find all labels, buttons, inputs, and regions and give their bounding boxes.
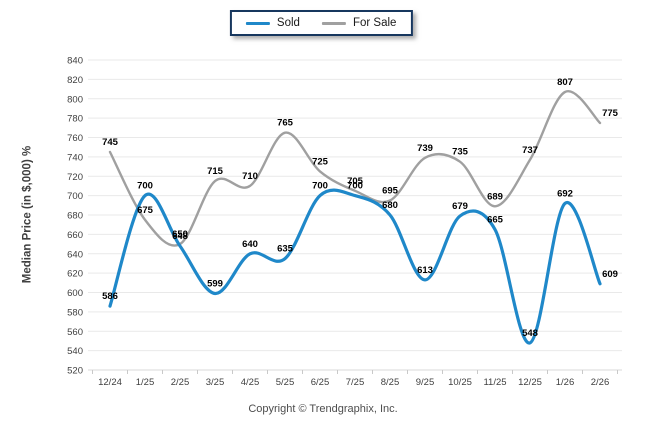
point-label: 705	[347, 176, 364, 187]
point-labels-sold: 586 700 648 599 640 635 700 700 680 613 679 665 548 6…	[102, 181, 618, 339]
x-axis-tick-labels: 12/24 1/25 2/25 3/25 4/25 5/25 6/25 7/25 8/25 9/2…	[98, 377, 609, 388]
x-tick-label: 6/25	[311, 377, 330, 388]
point-label: 700	[347, 181, 363, 192]
point-label: 648	[172, 231, 188, 242]
point-label: 635	[277, 244, 294, 255]
y-tick-label: 540	[67, 346, 83, 357]
x-tick-label: 7/25	[346, 377, 365, 388]
point-label: 680	[382, 200, 398, 211]
point-label: 807	[557, 77, 573, 88]
point-labels-for-sale: 745 675 650 715 710 765 725 705 695 739 735 689 737 8…	[102, 77, 619, 240]
point-label: 735	[452, 147, 469, 158]
legend: Sold For Sale	[229, 10, 413, 36]
x-tick-label: 1/26	[556, 377, 575, 388]
y-tick-label: 700	[67, 191, 83, 202]
point-label: 765	[277, 118, 294, 129]
point-label: 650	[172, 229, 188, 240]
for-sale-line-swatch	[321, 21, 346, 25]
point-label: 640	[242, 239, 258, 250]
point-label: 609	[602, 269, 618, 280]
y-tick-label: 780	[67, 114, 83, 125]
y-axis-tick-labels: 520 540 560 580 600 620 640 660 680 700 720 740 760 7…	[67, 56, 83, 377]
point-label: 775	[602, 108, 619, 119]
y-tick-label: 740	[67, 152, 83, 163]
y-tick-label: 560	[67, 327, 83, 338]
point-label: 613	[417, 265, 433, 276]
series-line-sold	[108, 188, 602, 345]
point-label: 675	[137, 205, 154, 216]
x-tick-label: 5/25	[276, 377, 295, 388]
point-label: 715	[207, 166, 224, 177]
x-tick-label: 2/26	[591, 377, 610, 388]
y-tick-label: 760	[67, 133, 83, 144]
legend-label-for-sale: For Sale	[352, 17, 397, 29]
x-tick-label: 8/25	[381, 377, 400, 388]
y-tick-label: 580	[67, 307, 83, 318]
y-tick-label: 840	[67, 56, 83, 67]
y-tick-label: 640	[67, 249, 83, 260]
series-line-for-sale	[108, 90, 602, 247]
y-tick-label: 680	[67, 211, 83, 222]
y-tick-label: 600	[67, 288, 83, 299]
y-axis-title: Median Price (in $,000) %	[21, 145, 34, 284]
y-tick-label: 720	[67, 172, 83, 183]
x-tick-label: 2/25	[171, 377, 190, 388]
point-label: 725	[312, 156, 329, 167]
sold-line-swatch	[245, 21, 270, 25]
point-label: 679	[452, 201, 468, 212]
legend-item-for-sale[interactable]: For Sale	[321, 17, 397, 29]
point-label: 737	[522, 145, 538, 156]
y-tick-label: 660	[67, 230, 83, 241]
y-tick-label: 800	[67, 94, 83, 105]
point-label: 700	[312, 181, 328, 192]
x-tick-label: 9/25	[416, 377, 435, 388]
point-label: 599	[207, 278, 223, 289]
point-label: 700	[137, 181, 153, 192]
point-label: 695	[382, 185, 399, 196]
x-tick-label: 3/25	[206, 377, 225, 388]
point-label: 745	[102, 137, 119, 148]
y-tick-label: 520	[67, 366, 83, 377]
x-tick-label: 1/25	[136, 377, 155, 388]
x-tick-label: 10/25	[448, 377, 472, 388]
gridlines	[88, 59, 622, 352]
point-label: 586	[102, 291, 118, 302]
x-tick-label: 12/24	[98, 377, 122, 388]
y-tick-label: 820	[67, 75, 83, 86]
x-tick-label: 12/25	[518, 377, 542, 388]
legend-label-sold: Sold	[276, 17, 300, 29]
x-axis-ticks	[92, 370, 618, 374]
x-tick-label: 4/25	[241, 377, 260, 388]
point-label: 692	[557, 188, 573, 199]
point-label: 689	[487, 191, 503, 202]
legend-item-sold[interactable]: Sold	[245, 17, 300, 29]
point-label: 710	[242, 171, 258, 182]
x-tick-label: 11/25	[483, 377, 506, 388]
point-label: 739	[417, 143, 433, 154]
copyright-text: Copyright © Trendgraphix, Inc.	[248, 403, 398, 415]
point-label: 665	[487, 215, 504, 226]
point-label: 548	[522, 328, 538, 339]
y-tick-label: 620	[67, 269, 83, 280]
